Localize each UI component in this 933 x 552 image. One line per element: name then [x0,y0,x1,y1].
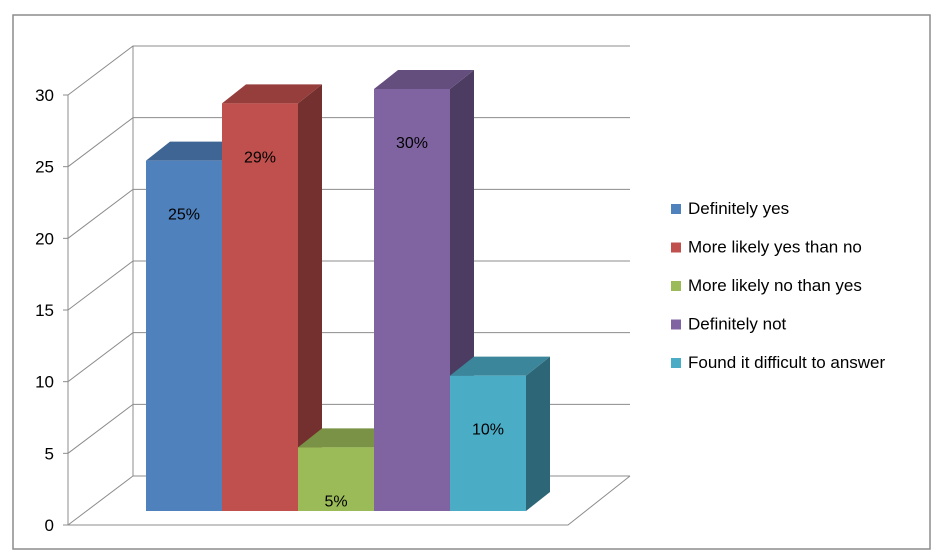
gridline [67,45,630,96]
legend-swatch [671,242,681,253]
bar-front [450,375,526,511]
data-label: 30% [396,135,428,152]
legend-swatch [671,204,681,214]
bars: 25% 29% 5% 30% 10% [146,70,550,511]
bar-front [146,160,222,511]
bar-front [374,89,450,511]
legend-swatch [671,319,681,330]
bar-top [298,428,398,448]
data-label: 29% [244,149,276,166]
legend-label: More likely yes than no [688,238,862,257]
bar-top [222,84,322,104]
legend-swatch [671,281,681,291]
y-axis: 0 5 10 15 20 25 30 [35,86,68,535]
bar-top [146,141,246,161]
y-tick-label: 25 [35,158,54,177]
legend-label: More likely no than yes [688,276,862,295]
legend-label: Definitely yes [688,199,789,218]
legend-item: Definitely not [671,315,787,334]
bar-front [222,103,298,511]
legend-label: Found it difficult to answer [688,353,886,372]
legend-item: Found it difficult to answer [671,353,886,372]
y-tick-label: 30 [35,86,54,105]
bar-side [298,84,322,511]
legend-swatch [671,358,681,368]
y-tick-label: 20 [35,229,54,248]
legend: Definitely yes More likely yes than no Mor… [671,199,886,372]
legend-label: Definitely not [688,315,787,334]
y-tick-label: 5 [45,444,54,463]
legend-item: More likely no than yes [671,276,862,295]
bar-top [374,70,474,89]
bar-top [450,356,550,376]
bar-5: 10% [450,356,550,511]
data-label: 10% [472,422,504,439]
bar-2: 29% [222,84,322,511]
legend-item: More likely yes than no [671,238,862,257]
data-label: 5% [324,493,347,510]
y-tick-label: 15 [35,301,54,320]
bar-front [298,447,374,511]
floor-edge [68,475,631,526]
y-tick-label: 10 [35,373,54,392]
bar-side [526,356,550,511]
y-tick-label: 0 [45,516,54,535]
legend-item: Definitely yes [671,199,789,218]
data-label: 25% [168,207,200,224]
